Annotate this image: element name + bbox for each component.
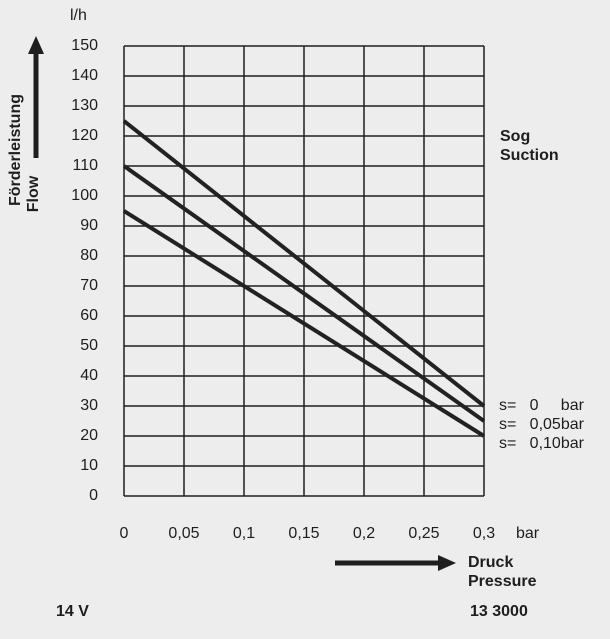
annotation: Sog [500,128,530,145]
footer-right: 13 3000 [470,603,528,620]
line [122,164,486,423]
y-tick-label: 10 [80,457,98,474]
y-tick-label: 50 [80,337,98,354]
x-tick-label: 0,15 [288,525,319,542]
y-tick-label: 90 [80,217,98,234]
x-tick-label: 0,3 [473,525,495,542]
y-tick-label: 130 [71,97,98,114]
x-tick-label: 0,1 [233,525,255,542]
y-tick-label: 120 [71,127,98,144]
y-arrow-head [28,36,44,54]
legend-label: s= 0,10bar [499,435,585,452]
y-tick-label: 60 [80,307,98,324]
y-tick-label: 20 [80,427,98,444]
y-tick-label: 110 [72,157,98,174]
line [122,119,486,408]
y-tick-label: 80 [80,247,98,264]
y-tick-label: 100 [71,187,98,204]
footer-left: 14 V [56,603,89,620]
y-label: Flow [25,175,42,212]
legend-label: s= 0 bar [499,397,585,414]
y-tick-label: 150 [71,37,98,54]
y-label: Förderleistung [7,94,24,206]
x-tick-label: 0,25 [408,525,439,542]
y-tick-label: 70 [80,277,98,294]
x-label: Druck [468,554,513,571]
x-tick-label: 0 [120,525,129,542]
y-tick-label: 0 [89,487,98,504]
y-tick-label: 30 [80,397,98,414]
annotation: Suction [500,147,559,164]
x-label: Pressure [468,573,537,590]
line [122,209,486,438]
legend-label: s= 0,05bar [499,416,585,433]
y-tick-label: 140 [71,67,98,84]
x-tick-label: 0,05 [168,525,199,542]
x-unit: bar [516,525,540,542]
y-unit: l/h [70,7,87,24]
y-tick-label: 40 [80,367,98,384]
x-tick-label: 0,2 [353,525,375,542]
x-arrow-head [438,555,456,571]
